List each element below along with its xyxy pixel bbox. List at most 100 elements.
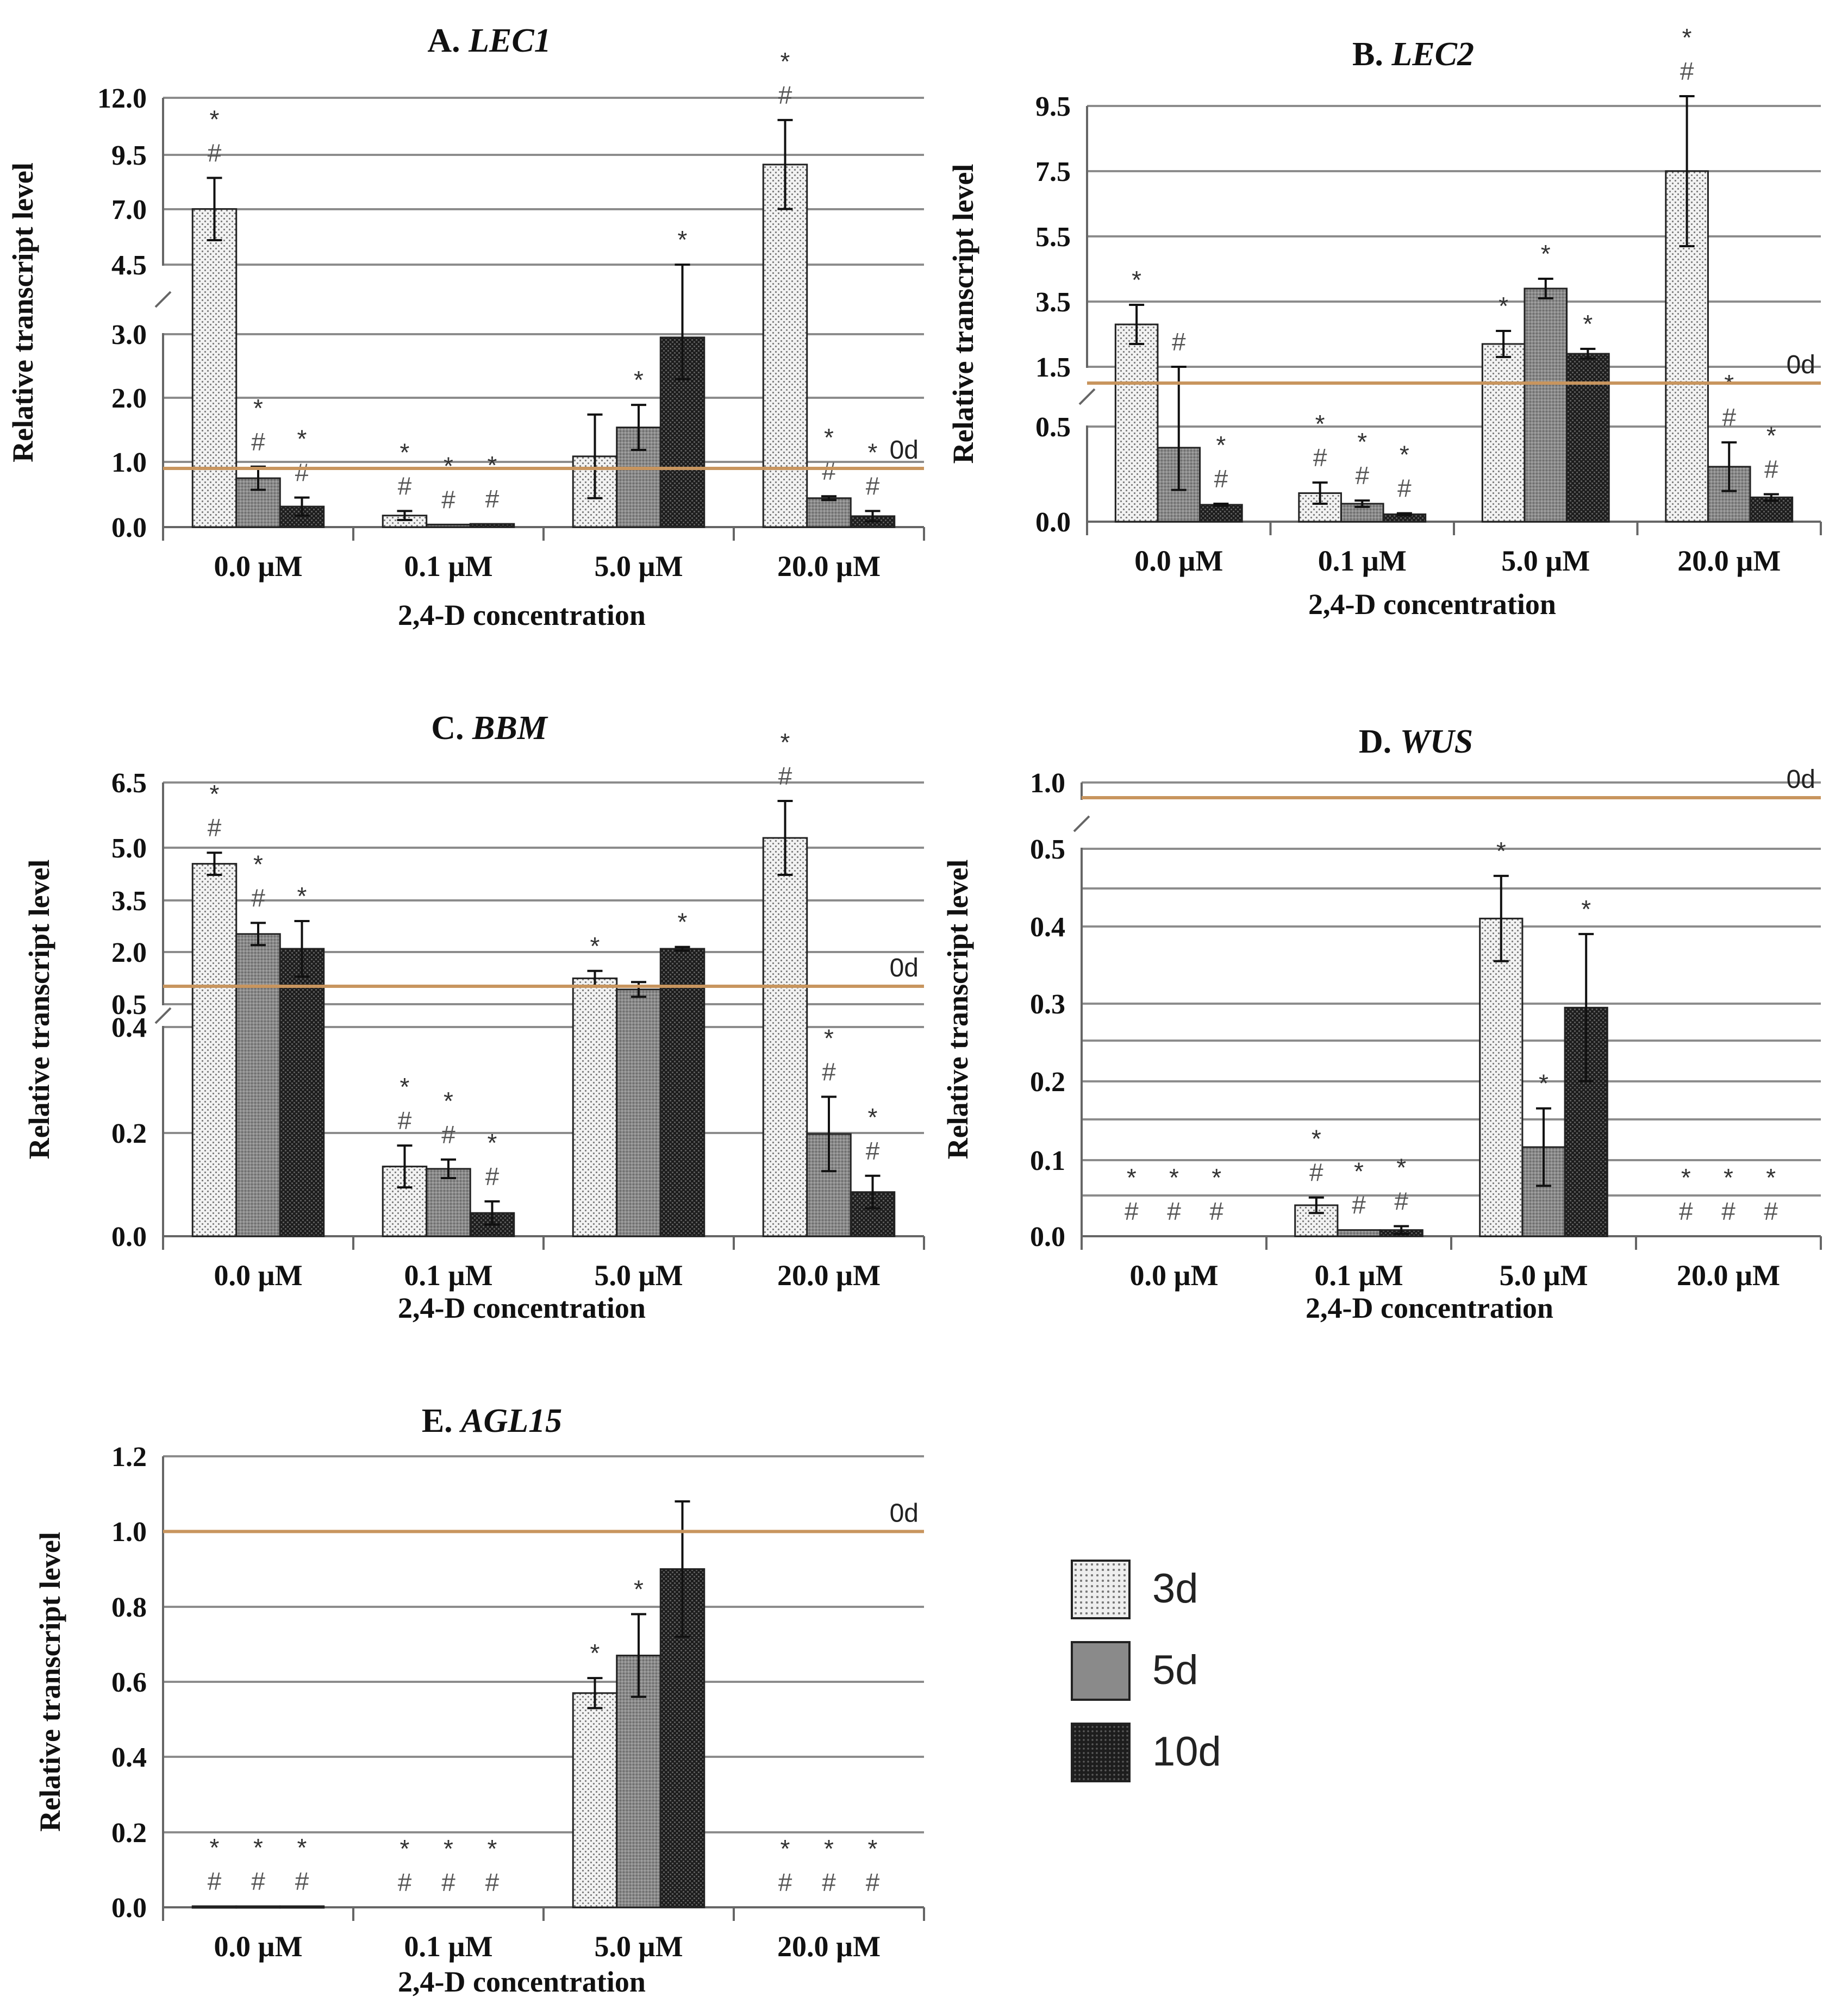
x-tick-label: 5.0 µM (1499, 1259, 1588, 1292)
y-tick-label: 0.0 (111, 512, 147, 543)
y-tick-label: 6.5 (111, 768, 147, 799)
significance-mark: * (1396, 1153, 1406, 1181)
y-tick-label: 0.2 (111, 1818, 147, 1849)
significance-mark: # (1397, 474, 1412, 502)
significance-mark: * (1541, 240, 1551, 268)
significance-mark: * (781, 728, 790, 756)
significance-mark: # (778, 81, 792, 109)
significance-mark: * (1496, 837, 1506, 865)
significance-mark: * (1216, 431, 1226, 459)
significance-mark: * (1766, 421, 1776, 449)
y-tick-label: 0.0 (111, 1222, 147, 1253)
y-tick-label: 0.0 (1030, 1222, 1065, 1253)
significance-mark: # (1214, 465, 1228, 493)
x-tick-label: 0.1 µM (404, 550, 492, 583)
bar-10d (469, 523, 515, 528)
x-tick-label: 0.0 µM (214, 1259, 302, 1292)
panel-title: D. WUS (1359, 723, 1473, 760)
y-tick-label: 1.5 (1035, 352, 1071, 383)
legend-item-10d: 10d (1071, 1723, 1397, 1782)
significance-mark: * (868, 1103, 878, 1131)
significance-mark: # (866, 1868, 880, 1896)
significance-mark: * (297, 1833, 307, 1862)
significance-mark: * (253, 394, 263, 422)
y-tick-label: 9.5 (1035, 91, 1071, 122)
significance-mark: # (1352, 1191, 1366, 1219)
significance-mark: # (1722, 403, 1736, 431)
y-tick-label: 9.5 (111, 140, 147, 171)
significance-mark: * (1581, 895, 1591, 923)
x-axis-title: 2,4-D concentration (398, 1292, 646, 1324)
legend-label-3d: 3d (1152, 1566, 1198, 1612)
significance-mark: * (868, 1835, 878, 1863)
bar-10d (1566, 353, 1610, 523)
significance-mark: # (485, 485, 500, 513)
significance-mark: * (1357, 428, 1367, 456)
x-tick-label: 5.0 µM (1501, 544, 1590, 577)
significance-mark: * (253, 1833, 263, 1862)
significance-mark: # (866, 1137, 880, 1165)
significance-mark: # (1680, 57, 1694, 85)
significance-mark: * (1499, 292, 1508, 320)
x-tick-label: 0.0 µM (1134, 544, 1223, 577)
x-tick-label: 20.0 µM (777, 1930, 881, 1963)
significance-mark: # (485, 1868, 500, 1896)
x-tick-label: 0.1 µM (1314, 1259, 1403, 1292)
significance-mark: # (251, 1867, 265, 1895)
significance-mark: # (208, 139, 222, 167)
y-tick-label: 3.5 (111, 886, 147, 917)
bar-3d (191, 208, 238, 528)
bar-3d (1479, 917, 1524, 1237)
y-tick-label: 0.5 (1035, 412, 1071, 443)
bar-3d (191, 863, 238, 1237)
bar-5d (426, 1168, 471, 1237)
significance-mark: # (778, 762, 792, 790)
axis-break-mark (154, 291, 172, 308)
significance-mark: # (398, 1106, 412, 1135)
y-tick-label: 0.2 (111, 1118, 147, 1149)
significance-mark: * (634, 366, 644, 394)
significance-mark: # (208, 1867, 222, 1895)
y-tick-label: 0.2 (1030, 1067, 1065, 1098)
significance-mark: * (400, 438, 410, 466)
bar-3d (1114, 323, 1159, 523)
significance-mark: # (866, 472, 880, 500)
legend-swatch-3d (1071, 1560, 1131, 1619)
y-tick-label: 0.5 (111, 990, 147, 1020)
y-tick-label: 0.0 (1035, 507, 1071, 538)
axis-break-mark (1073, 815, 1090, 832)
y-tick-label: 2.0 (111, 383, 147, 414)
significance-mark: * (297, 882, 307, 910)
legend-swatch-10d (1071, 1723, 1131, 1782)
significance-mark: # (1209, 1197, 1223, 1225)
reference-label: 0d (1787, 765, 1815, 794)
y-tick-label: 7.0 (111, 195, 147, 226)
significance-mark: # (208, 813, 222, 842)
x-axis-title: 2,4-D concentration (1306, 1292, 1553, 1324)
y-tick-label: 3.5 (1035, 287, 1071, 318)
significance-mark: * (1681, 1163, 1691, 1192)
significance-mark: # (441, 485, 455, 514)
legend-label-5d: 5d (1152, 1647, 1198, 1693)
significance-mark: * (678, 226, 688, 254)
significance-mark: * (1766, 1163, 1776, 1192)
significance-mark: * (781, 47, 790, 76)
significance-mark: # (441, 1120, 455, 1149)
significance-mark: # (295, 459, 309, 487)
axis-break-mark (1078, 388, 1096, 405)
significance-mark: # (778, 1868, 792, 1896)
bar-5d (426, 523, 471, 528)
significance-mark: # (398, 1868, 412, 1896)
significance-mark: # (1313, 443, 1327, 472)
y-tick-label: 0.8 (111, 1592, 147, 1623)
significance-mark: * (1354, 1157, 1364, 1186)
significance-mark: * (488, 451, 497, 479)
bar-10d (659, 948, 706, 1237)
x-tick-label: 5.0 µM (594, 1259, 683, 1292)
bar-5d (235, 1905, 281, 1909)
significance-mark: # (1721, 1197, 1735, 1225)
significance-mark: * (444, 1835, 453, 1863)
significance-mark: # (1355, 461, 1369, 490)
y-tick-label: 4.5 (111, 250, 147, 281)
significance-mark: # (1764, 455, 1778, 483)
